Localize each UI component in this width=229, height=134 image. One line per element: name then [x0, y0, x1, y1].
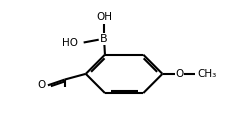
- Text: OH: OH: [96, 12, 112, 22]
- Text: O: O: [174, 69, 183, 79]
- Text: B: B: [100, 34, 107, 44]
- Text: CH₃: CH₃: [196, 69, 215, 79]
- Text: HO: HO: [62, 38, 78, 48]
- Text: O: O: [37, 80, 45, 90]
